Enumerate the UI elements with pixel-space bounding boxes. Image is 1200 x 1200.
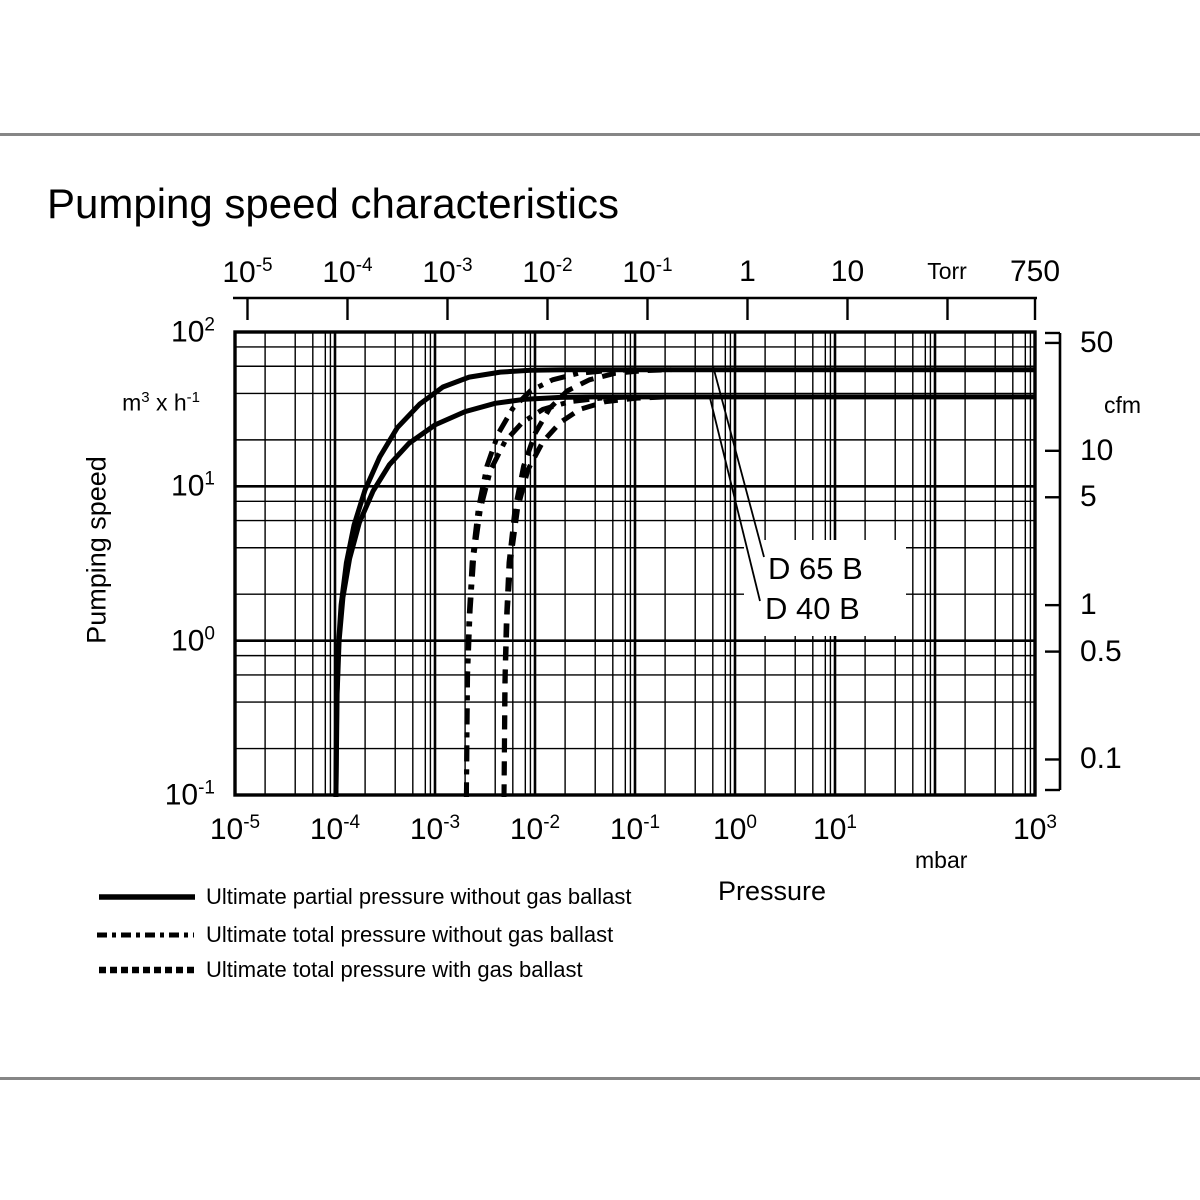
- y-tick-label-cfm: 1: [1080, 588, 1097, 622]
- x-tick-label-mbar: 100: [713, 812, 757, 846]
- legend-label: Ultimate partial pressure without gas ba…: [206, 884, 632, 909]
- x-tick-label-torr: 10: [830, 255, 865, 288]
- leader-line-d65b: [712, 365, 765, 558]
- legend-label: Ultimate total pressure without gas ball…: [206, 922, 614, 947]
- m3h-unit-label: m3 x h-1: [122, 389, 200, 416]
- mbar-unit-label: mbar: [915, 847, 968, 873]
- grid-major: [233, 330, 1037, 797]
- legend-item-total-no-ballast: Ultimate total pressure without gas ball…: [97, 922, 613, 948]
- torr-unit-label: Torr: [927, 258, 967, 284]
- x-axis-top-torr: [233, 296, 1037, 320]
- x-tick-label-mbar: 101: [813, 812, 857, 846]
- legend-swatch-dashed-line: [99, 966, 195, 974]
- x-tick-label-torr: 10-5: [222, 255, 273, 289]
- annotation-backdrop: [744, 540, 906, 636]
- annotation-d40b: D 40 B: [765, 591, 860, 626]
- page-title: Pumping speed characteristics: [47, 180, 619, 227]
- x-tick-label-torr: 1: [739, 255, 756, 288]
- y-tick-label-cfm: 50: [1080, 325, 1114, 359]
- y-tick-label-m3h: 100: [171, 623, 215, 658]
- x-tick-label-mbar: 10-2: [509, 812, 561, 846]
- y-axis-title: Pumping speed: [81, 456, 112, 644]
- x-tick-label-mbar: 103: [1013, 812, 1057, 846]
- x-tick-label-torr: 750: [1009, 255, 1061, 288]
- leader-line-d40b: [709, 397, 761, 602]
- y-tick-label-m3h: 101: [171, 468, 215, 503]
- x-tick-label-torr: 10-4: [322, 255, 373, 289]
- y-tick-label-cfm: 5: [1080, 480, 1097, 514]
- x-tick-label-mbar: 10-5: [209, 812, 261, 846]
- curve-d65b-total-with-ballast: [501, 367, 672, 797]
- x-tick-label-mbar: 10-4: [309, 812, 361, 846]
- annotation-d65b: D 65 B: [768, 551, 863, 586]
- y-axis-right-cfm: [1045, 331, 1062, 792]
- cfm-unit-label: cfm: [1104, 392, 1142, 418]
- y-tick-label-m3h: 102: [171, 314, 215, 349]
- x-tick-label-mbar: 10-1: [609, 812, 661, 846]
- x-tick-label-torr: 10-3: [422, 255, 473, 289]
- page-bottom-rule: [0, 1077, 1200, 1080]
- legend-item-partial-no-ballast: Ultimate partial pressure without gas ba…: [97, 884, 632, 910]
- y-tick-label-cfm: 0.1: [1080, 742, 1122, 776]
- curve-d40b-total-no-ballast: [463, 394, 631, 797]
- curve-d65b-partial-no-ballast: [333, 367, 1036, 797]
- curves: [333, 367, 1036, 797]
- legend-swatch-solid-line: [99, 894, 195, 900]
- y-tick-label-cfm: 0.5: [1080, 634, 1122, 668]
- plot-frame: [233, 330, 1037, 797]
- curve-d40b-partial-no-ballast: [333, 394, 1036, 797]
- x-tick-label-torr: 10-1: [622, 255, 673, 289]
- legend-label: Ultimate total pressure with gas ballast: [206, 957, 583, 982]
- x-axis-title: Pressure: [718, 876, 827, 906]
- curve-d40b-total-with-ballast: [501, 394, 668, 797]
- legend-item-total-with-ballast: Ultimate total pressure with gas ballast: [97, 957, 583, 983]
- x-tick-label-torr: 10-2: [522, 255, 573, 289]
- x-tick-label-mbar: 10-3: [409, 812, 461, 846]
- page-top-rule: [0, 133, 1200, 136]
- y-tick-label-cfm: 10: [1080, 433, 1114, 467]
- annotation-leader-lines: [709, 365, 765, 602]
- legend-swatch-dashdot-line: [97, 932, 194, 938]
- y-tick-label-m3h: 10-1: [164, 777, 215, 812]
